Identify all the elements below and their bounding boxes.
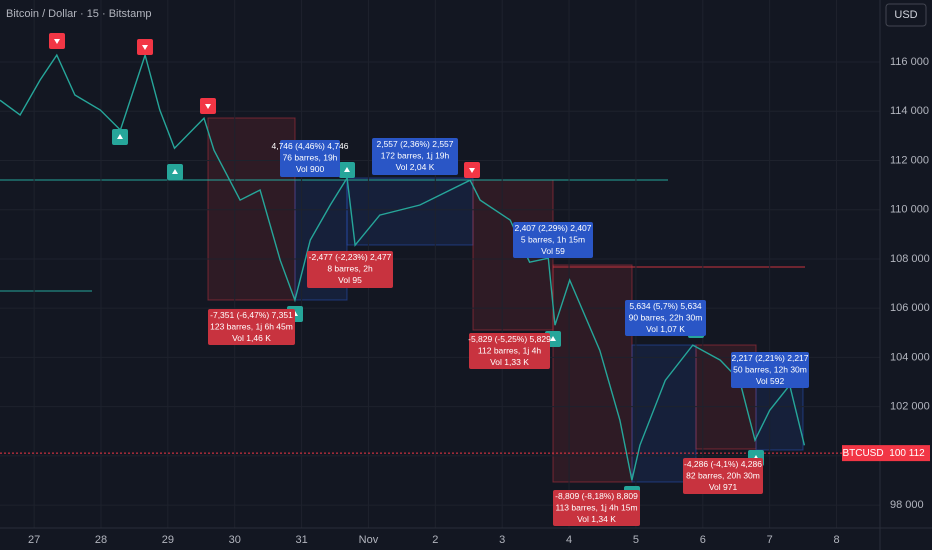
measure-text: 50 barres, 12h 30m bbox=[733, 364, 807, 374]
measure-text: 90 barres, 22h 30m bbox=[629, 312, 703, 322]
measure-text: Vol 592 bbox=[756, 376, 785, 386]
x-tick-label: 27 bbox=[28, 534, 40, 546]
pivot-arrow bbox=[550, 336, 556, 341]
measure-text: 172 barres, 1j 19h bbox=[381, 150, 450, 160]
measure-text: -7,351 (-6,47%) 7,351 bbox=[210, 310, 293, 320]
measure-box bbox=[372, 138, 458, 175]
y-tick-label: 104 000 bbox=[890, 351, 930, 363]
measure-text: 8 barres, 2h bbox=[327, 263, 373, 273]
measure-box bbox=[469, 333, 550, 369]
symbol-tag bbox=[842, 445, 884, 462]
pivot-arrow bbox=[205, 104, 211, 109]
measure-text: 123 barres, 1j 6h 45m bbox=[210, 321, 293, 331]
pivot-arrow bbox=[172, 169, 178, 174]
measure-text: 5 barres, 1h 15m bbox=[521, 234, 585, 244]
measure-text: 2,217 (2,21%) 2,217 bbox=[731, 353, 808, 363]
y-tick-label: 112 000 bbox=[890, 154, 929, 166]
currency-button[interactable] bbox=[885, 3, 927, 27]
x-tick-label: 7 bbox=[767, 534, 773, 546]
measure-text: 76 barres, 19h bbox=[283, 152, 338, 162]
measure-text: Vol 59 bbox=[541, 246, 565, 256]
price-line bbox=[0, 52, 806, 481]
x-tick-label: 8 bbox=[833, 534, 839, 546]
measure-text: 4,746 (4,46%) 4,746 bbox=[271, 141, 348, 151]
measure-text: Vol 900 bbox=[296, 164, 325, 174]
y-tick-label: 114 000 bbox=[890, 105, 929, 117]
y-tick-label: 102 000 bbox=[890, 401, 930, 413]
measure-text: Vol 1,07 K bbox=[646, 324, 685, 334]
measure-box bbox=[513, 222, 593, 258]
measure-text: 112 barres, 1j 4h bbox=[478, 345, 541, 355]
x-tick-label: 29 bbox=[162, 534, 174, 546]
measure-text: 2,407 (2,29%) 2,407 bbox=[514, 223, 591, 233]
measure-box bbox=[307, 251, 393, 288]
y-tick-label: 108 000 bbox=[890, 253, 930, 265]
pivot-arrow bbox=[344, 167, 350, 172]
measure-text: 5,634 (5,7%) 5,634 bbox=[629, 301, 702, 311]
y-tick-label: 110 000 bbox=[890, 204, 929, 216]
measure-text: Vol 1,34 K bbox=[577, 514, 616, 524]
measure-text: -2,477 (-2,23%) 2,477 bbox=[309, 252, 392, 262]
measure-box bbox=[553, 490, 640, 526]
measure-box bbox=[625, 300, 706, 336]
measure-text: -8,809 (-8,18%) 8,809 bbox=[555, 491, 638, 501]
measure-text: 82 barres, 20h 30m bbox=[686, 470, 760, 480]
measure-text: 2,557 (2,36%) 2,557 bbox=[376, 139, 453, 149]
x-tick-label: 2 bbox=[432, 534, 438, 546]
pivot-arrow bbox=[142, 45, 148, 50]
measure-box bbox=[731, 352, 809, 388]
x-tick-label: 28 bbox=[95, 534, 107, 546]
symbol: BTCUSD bbox=[842, 448, 883, 459]
x-tick-label: 5 bbox=[633, 534, 639, 546]
last-price: 100 112 bbox=[889, 448, 925, 459]
measure-text: Vol 971 bbox=[709, 482, 738, 492]
x-tick-label: 30 bbox=[229, 534, 241, 546]
y-tick-label: 116 000 bbox=[890, 56, 929, 68]
measure-box bbox=[208, 309, 295, 345]
measure-text: -4,286 (-4,1%) 4,286 bbox=[684, 459, 762, 469]
chart-title: Bitcoin / Dollar · 15 · Bitstamp bbox=[6, 8, 152, 20]
x-tick-label: 4 bbox=[566, 534, 572, 546]
y-tick-label: 98 000 bbox=[890, 499, 924, 511]
measure-text: -5,829 (-5,25%) 5,829 bbox=[468, 334, 551, 344]
measure-box bbox=[280, 140, 340, 177]
y-tick-label: 106 000 bbox=[890, 302, 930, 314]
pivot-arrow bbox=[117, 134, 123, 139]
pivot-arrow bbox=[54, 39, 60, 44]
measure-text: Vol 1,46 K bbox=[232, 333, 271, 343]
measure-text: 113 barres, 1j 4h 15m bbox=[555, 502, 637, 512]
price-tag bbox=[884, 445, 930, 462]
x-tick-label: 6 bbox=[700, 534, 706, 546]
measure-text: Vol 1,33 K bbox=[490, 357, 529, 367]
measure-text: Vol 95 bbox=[338, 275, 362, 285]
measure-text: Vol 2,04 K bbox=[396, 162, 435, 172]
range-box bbox=[552, 264, 633, 483]
x-tick-label: 31 bbox=[295, 534, 307, 546]
range-box bbox=[755, 379, 804, 451]
x-tick-label: Nov bbox=[359, 534, 379, 546]
x-tick-label: 3 bbox=[499, 534, 505, 546]
measure-box bbox=[683, 458, 763, 494]
currency: USD bbox=[894, 9, 917, 21]
pivot-arrow bbox=[469, 168, 475, 173]
